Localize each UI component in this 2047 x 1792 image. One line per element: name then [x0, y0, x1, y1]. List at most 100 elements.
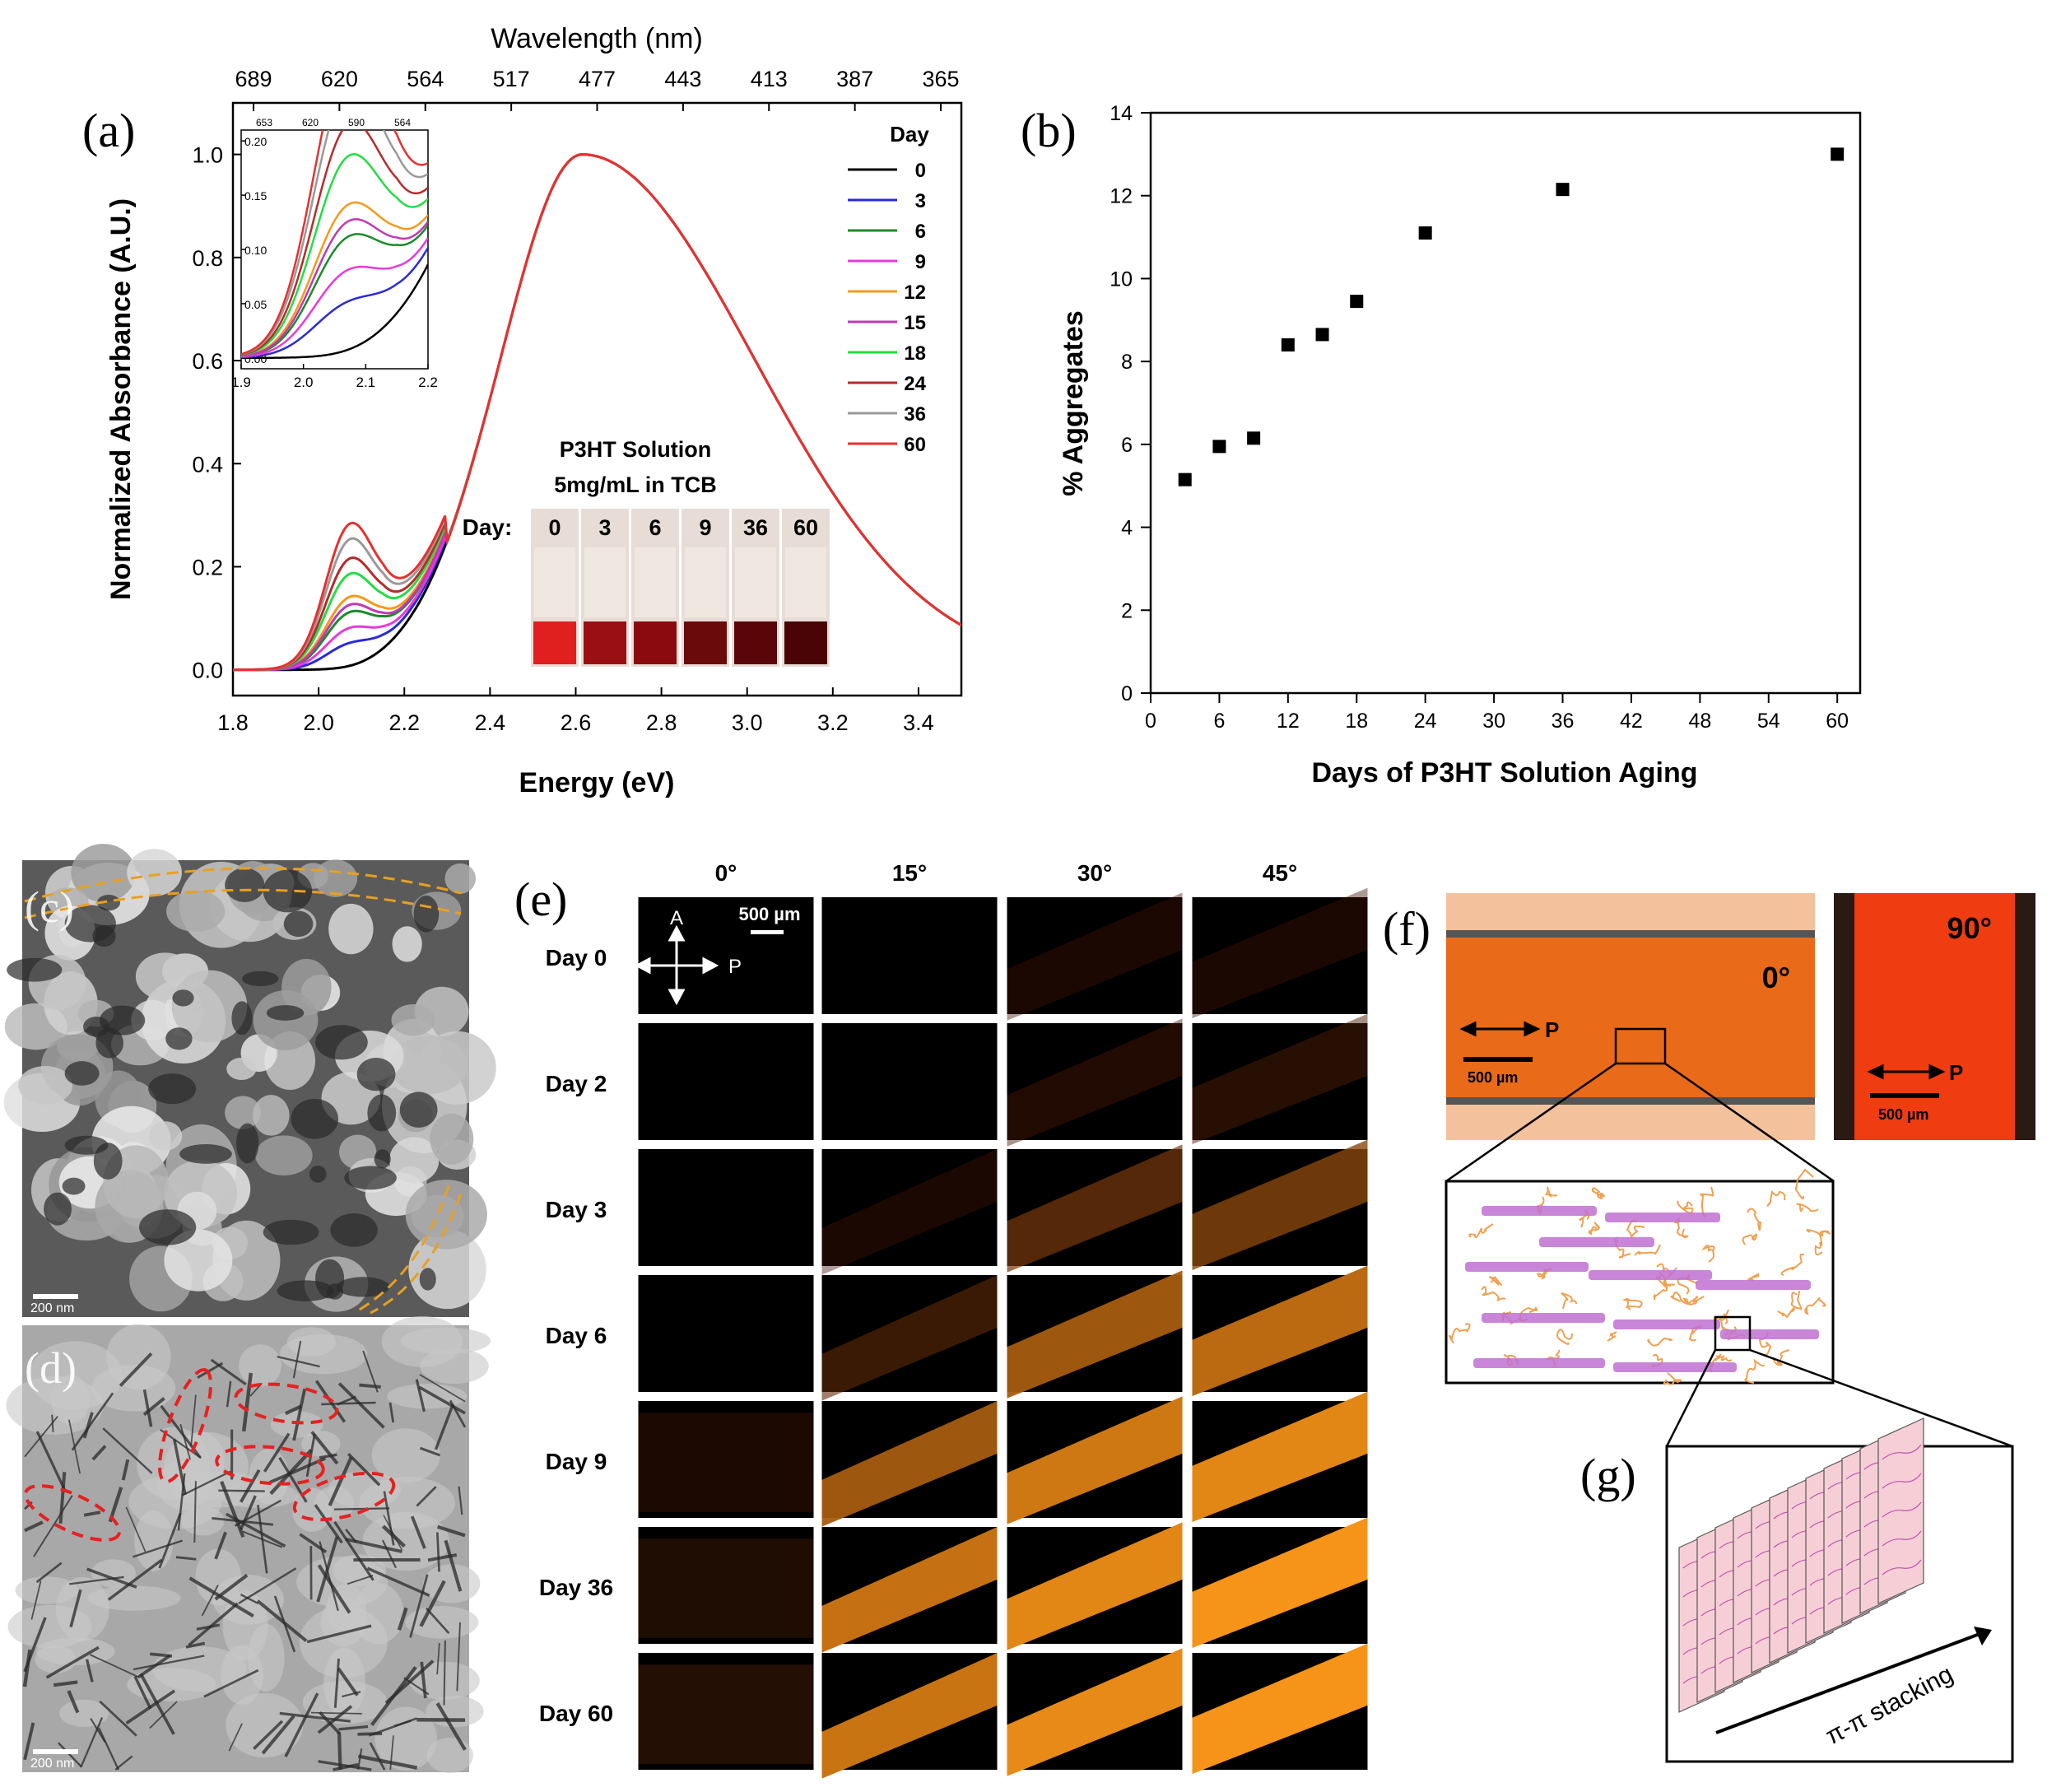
crystalline-aggregate	[1465, 1262, 1589, 1272]
tem-fibril	[23, 1722, 35, 1761]
stacking-schematic-g: (g) π-π stacking	[1580, 1417, 2014, 1763]
pom-band	[1007, 1648, 1183, 1776]
tem-fibril	[241, 1372, 254, 1432]
tem-fibril	[214, 1573, 249, 1601]
chart-a-top-ticks: 689 620 564 517 477 443 413 387 365	[235, 67, 960, 111]
inset-series-day-0	[241, 263, 428, 360]
y-tick-label: 4	[1121, 517, 1133, 540]
vial-36-solution	[734, 621, 777, 664]
chart-b-plot-frame	[1149, 111, 1862, 695]
panel-label-a: (a)	[82, 104, 135, 157]
tem-fibril	[347, 1452, 381, 1487]
pom-cell	[638, 1527, 814, 1644]
vial-6-label: 6	[649, 515, 661, 540]
tem-fibril	[119, 1352, 153, 1387]
sheet-chain	[1882, 1473, 1922, 1489]
zoom-line-left	[1445, 1062, 1617, 1183]
tem-fibril	[142, 1389, 153, 1427]
tem-dark-region	[236, 1123, 259, 1164]
tem-film-patch	[239, 1344, 281, 1387]
schematic-zoom-box	[1714, 1315, 1752, 1352]
vial-0-label: 0	[548, 515, 561, 540]
tem-dark-region	[64, 1061, 100, 1086]
pom-cell	[638, 1023, 814, 1140]
amorphous-chain	[1714, 1353, 1733, 1362]
pom-band	[821, 1149, 998, 1275]
vial-9-glass	[685, 547, 726, 617]
vial-0-glass	[534, 547, 575, 617]
vial-photo-title-2: 5mg/mL in TCB	[554, 472, 717, 497]
tem-dark-region	[419, 1268, 436, 1291]
y-tick-label: 8	[1121, 351, 1133, 374]
pom-cell	[821, 1149, 998, 1266]
tem-fibril	[277, 1355, 320, 1368]
channel-90-scale-bar	[1870, 1093, 1939, 1098]
tem-grain	[405, 1180, 487, 1250]
tem-fibril	[58, 1742, 82, 1768]
amorphous-chain	[1742, 1233, 1758, 1245]
x-tick-label: 2.8	[646, 710, 677, 735]
tem-d-ellipse	[215, 1445, 325, 1486]
tem-dark-region	[356, 1057, 396, 1091]
tem-d-highlights	[24, 1367, 396, 1542]
stacking-arrowhead	[1974, 1627, 1992, 1645]
tem-dark-region	[225, 868, 265, 902]
tem-image-d: (d) 200 nm	[6, 1315, 491, 1774]
x-tick-label: 3.2	[817, 710, 849, 735]
data-point	[1178, 472, 1192, 486]
pom-band	[1192, 1265, 1368, 1396]
analyzer-arrowhead-down	[668, 989, 686, 1006]
pom-band	[638, 1664, 814, 1764]
tem-fibril	[436, 1524, 466, 1538]
inset-series-day-12	[241, 201, 428, 357]
tem-fibril	[30, 1580, 42, 1620]
channel-0-scale-label: 500 µm	[1468, 1069, 1518, 1086]
tem-fibril	[256, 1599, 308, 1642]
inset-top-tick-label: 564	[394, 117, 411, 128]
inset-x-tick-label: 2.0	[294, 375, 314, 390]
tem-dark-region	[44, 1192, 72, 1226]
y-tick-label: 12	[1110, 185, 1133, 208]
amorphous-chain	[1670, 1292, 1699, 1305]
y-tick-label: 0.4	[192, 452, 223, 477]
amorphous-chain	[1634, 1244, 1661, 1256]
tem-fibril	[292, 1388, 307, 1441]
tem-fibril	[253, 1720, 284, 1750]
amorphous-chain	[1449, 1323, 1471, 1344]
amorphous-chain	[1794, 1168, 1814, 1200]
tem-fibril	[69, 1589, 82, 1628]
tem-film-patch	[15, 1576, 78, 1604]
tem-film-patch	[59, 1699, 109, 1727]
tem-grain	[391, 1003, 435, 1036]
inset-y-tick-label: 0.20	[244, 135, 267, 148]
tem-dark-region	[139, 1209, 197, 1245]
zoom-box	[1614, 1027, 1667, 1065]
tem-d-scale-label: 200 nm	[30, 1757, 74, 1771]
tem-fibril	[121, 1459, 130, 1481]
vial-3-label: 3	[598, 515, 611, 540]
tem-fibril	[419, 1446, 441, 1457]
vial-60-glass	[785, 547, 826, 617]
tem-film-patch	[426, 1695, 484, 1728]
tem-fibril	[102, 1427, 153, 1474]
tem-fibril	[419, 1374, 466, 1403]
y-tick-label: 0.8	[192, 246, 223, 271]
tem-fibril	[384, 1659, 435, 1705]
crystalline-aggregate	[1482, 1313, 1605, 1323]
amorphous-chain	[1489, 1276, 1503, 1286]
channel-0-edge-top	[1446, 930, 1815, 938]
pom-band	[638, 1538, 814, 1638]
pom-scale-label: 500 µm	[738, 904, 800, 924]
inset-series-day-18	[241, 153, 428, 357]
chart-a-x-axis-title: Energy (eV)	[519, 767, 675, 798]
amorphous-chain	[1780, 1254, 1805, 1276]
tem-fibril	[139, 1673, 175, 1735]
channel-0-fill	[1446, 936, 1815, 1099]
chart-b-y-axis-title: % Aggregates	[1058, 310, 1089, 496]
tem-fibril	[58, 1472, 67, 1524]
polarizer-arrowhead-right	[702, 957, 719, 975]
tem-fibril	[51, 1414, 54, 1432]
tem-fibril	[23, 1617, 47, 1673]
pom-band	[1192, 1643, 1368, 1774]
